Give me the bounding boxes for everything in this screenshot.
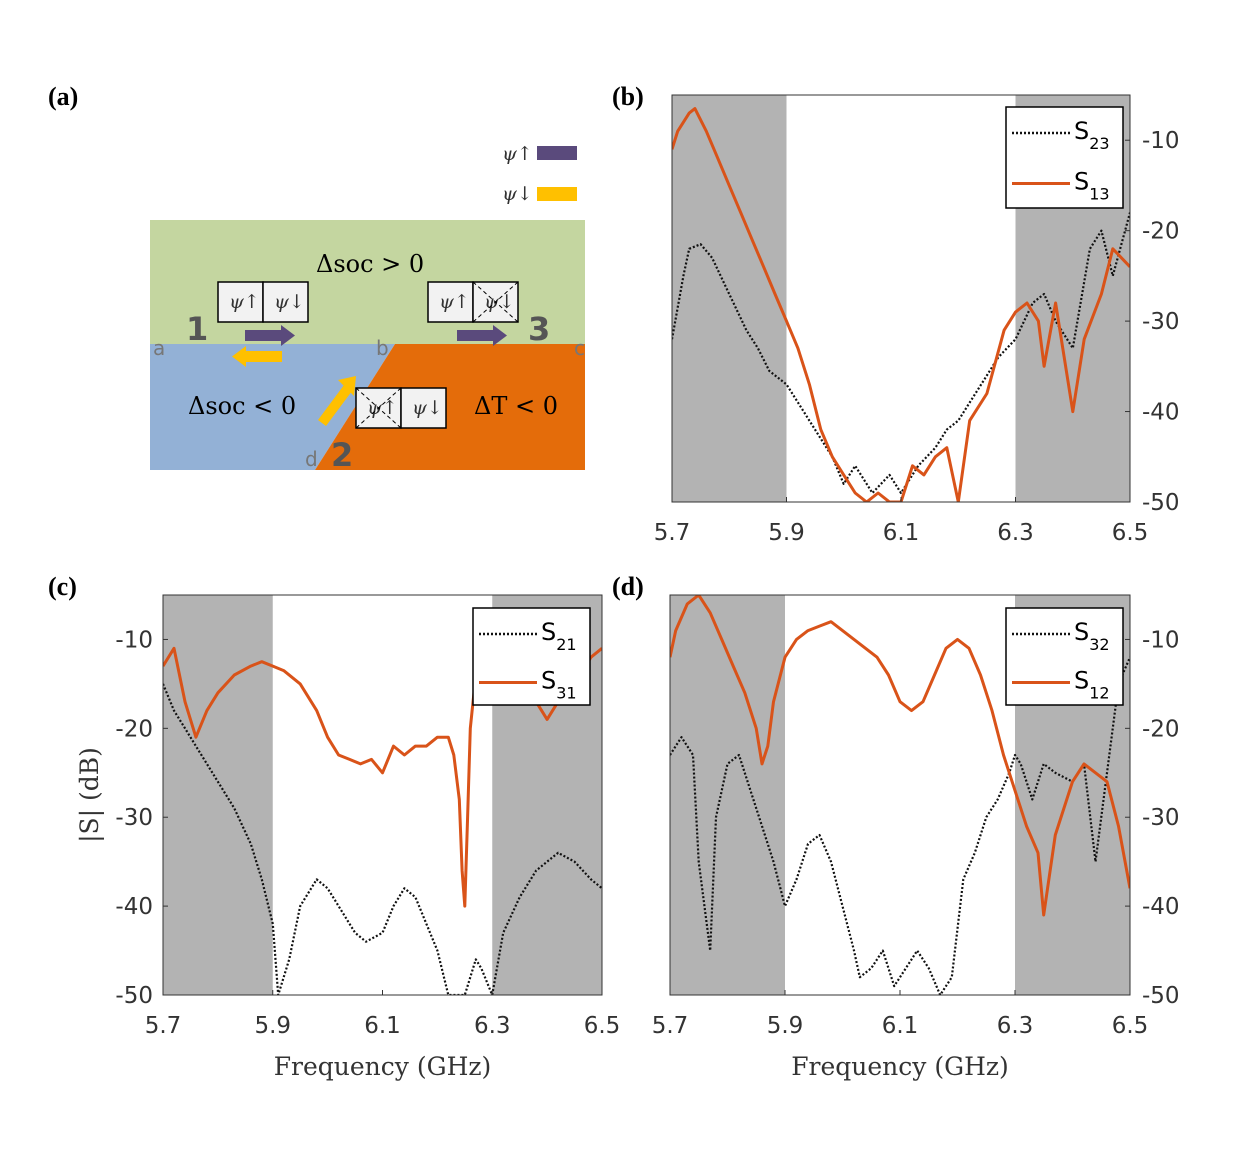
panel-label-b: (b) [612, 82, 644, 111]
xtick-label-d-0: 5.7 [652, 1013, 689, 1039]
ytick-label-d-2: -30 [1142, 805, 1180, 831]
xaxis-title-d: Frequency (GHz) [791, 1052, 1009, 1081]
legend-psi-down-swatch [537, 187, 577, 201]
series-line-S12 [670, 595, 1130, 917]
legend-box-d [1005, 607, 1124, 706]
series-line-S32 [670, 656, 1130, 995]
ytick-label-c-3: -40 [115, 894, 153, 920]
xtick-label-c-2: 6.1 [364, 1013, 401, 1039]
legend-sub-S13: 13 [1089, 185, 1109, 204]
chart-panel-c: 5.7 5.9 6.1 6.3 6.5 -10 -20 -30 -40 -50 Frequency … [75, 594, 621, 1081]
region-top-label: Δsoc > 0 [316, 250, 424, 278]
ytick-label-d-1: -20 [1142, 716, 1180, 742]
arrow-up-port3 [457, 325, 507, 346]
series-group-d [670, 595, 1130, 995]
xtick-label-d-4: 6.5 [1112, 1013, 1149, 1039]
xtick-label-b-1: 5.9 [768, 520, 805, 546]
schematic-diagram: ψ↑ ψ↓ Δsoc > 0 Δsoc < 0 ΔT < 0 a b c d 1… [150, 143, 585, 474]
region-green [150, 220, 585, 344]
spinor-2-down: ψ↓ [412, 397, 443, 419]
spinor-2-up: ψ↑ [367, 397, 398, 419]
corner-a: a [153, 336, 165, 360]
spinor-box-3: ψ↑ ψ↓ [427, 281, 519, 323]
legend-psi-up-label: ψ↑ [502, 143, 533, 165]
ytick-label-c-0: -10 [115, 627, 153, 653]
port-1-label: 1 [186, 310, 208, 348]
ytick-label-c-1: -20 [115, 716, 153, 742]
ytick-label-d-4: -50 [1142, 983, 1180, 1009]
shaded-band-c-0 [163, 595, 273, 995]
series-line-S23 [672, 212, 1130, 495]
panel-label-a: (a) [48, 82, 78, 111]
legend-sub-S12: 12 [1089, 684, 1109, 703]
spinor-3-down: ψ↓ [484, 291, 515, 313]
region-orange [315, 344, 585, 470]
ytick-label-d-3: -40 [1142, 894, 1180, 920]
series-line-S13 [672, 107, 1130, 502]
series-line-S21 [163, 683, 602, 995]
spinor-3-cross-b [472, 281, 519, 323]
xtick-label-b-3: 6.3 [997, 520, 1034, 546]
ytick-label-c-4: -50 [115, 983, 153, 1009]
region-blue [150, 344, 395, 470]
legend-box-b [1005, 106, 1124, 209]
series-group-b [672, 107, 1130, 502]
xtick-label-d-3: 6.3 [997, 1013, 1034, 1039]
shaded-band-d-0 [670, 595, 785, 995]
panel-label-d: (d) [612, 572, 644, 601]
chart-panel-d: 5.7 5.9 6.1 6.3 6.5 -10 -20 -30 -40 -50 Frequency … [652, 594, 1180, 1081]
spinor-box-1: ψ↑ ψ↓ [217, 281, 309, 323]
ytick-label-b-2: -30 [1142, 309, 1180, 335]
arrow-down-port1 [232, 346, 282, 367]
spinor-1-down: ψ↓ [274, 291, 305, 313]
port-3-label: 3 [528, 310, 550, 348]
ytick-label-b-3: -40 [1142, 400, 1180, 426]
corner-d: d [305, 447, 318, 471]
legend-sub-S23: 23 [1089, 134, 1109, 153]
xtick-label-c-1: 5.9 [254, 1013, 291, 1039]
ytick-label-d-0: -10 [1142, 627, 1180, 653]
legend-box-c [472, 607, 591, 706]
corner-c: c [574, 336, 585, 360]
arrow-up-port1 [245, 325, 295, 346]
region-left-label: Δsoc < 0 [188, 392, 296, 420]
region-right-label: ΔT < 0 [474, 392, 558, 420]
xtick-label-d-1: 5.9 [767, 1013, 804, 1039]
ytick-label-b-4: -50 [1142, 490, 1180, 516]
xaxis-title-c: Frequency (GHz) [274, 1052, 492, 1081]
xtick-label-c-4: 6.5 [584, 1013, 621, 1039]
xtick-label-b-0: 5.7 [654, 520, 691, 546]
corner-b: b [376, 336, 389, 360]
legend-psi-down-label: ψ↓ [502, 183, 533, 205]
legend-sub-S32: 32 [1089, 635, 1109, 654]
legend-sub-S21: 21 [556, 635, 576, 654]
xtick-label-c-0: 5.7 [145, 1013, 182, 1039]
spinor-3-up: ψ↑ [439, 291, 470, 313]
panel-label-c: (c) [48, 572, 77, 601]
xtick-label-b-4: 6.5 [1112, 520, 1149, 546]
arrow-down-port2 [318, 376, 356, 426]
spinor-2-cross-b [355, 387, 402, 429]
shaded-band-b-0 [672, 95, 787, 502]
xtick-label-b-2: 6.1 [883, 520, 920, 546]
legend-psi-up-swatch [537, 146, 577, 160]
spinor-box-2: ψ↑ ψ↓ [355, 387, 447, 429]
legend-sub-S31: 31 [556, 684, 576, 703]
spinor-1-up: ψ↑ [229, 291, 260, 313]
yaxis-title-c: |S| (dB) [75, 747, 105, 843]
xtick-label-d-2: 6.1 [882, 1013, 919, 1039]
ytick-label-b-1: -20 [1142, 219, 1180, 245]
ytick-label-c-2: -30 [115, 805, 153, 831]
ytick-label-b-0: -10 [1142, 128, 1180, 154]
port-2-label: 2 [331, 436, 353, 474]
xtick-label-c-3: 6.3 [474, 1013, 511, 1039]
